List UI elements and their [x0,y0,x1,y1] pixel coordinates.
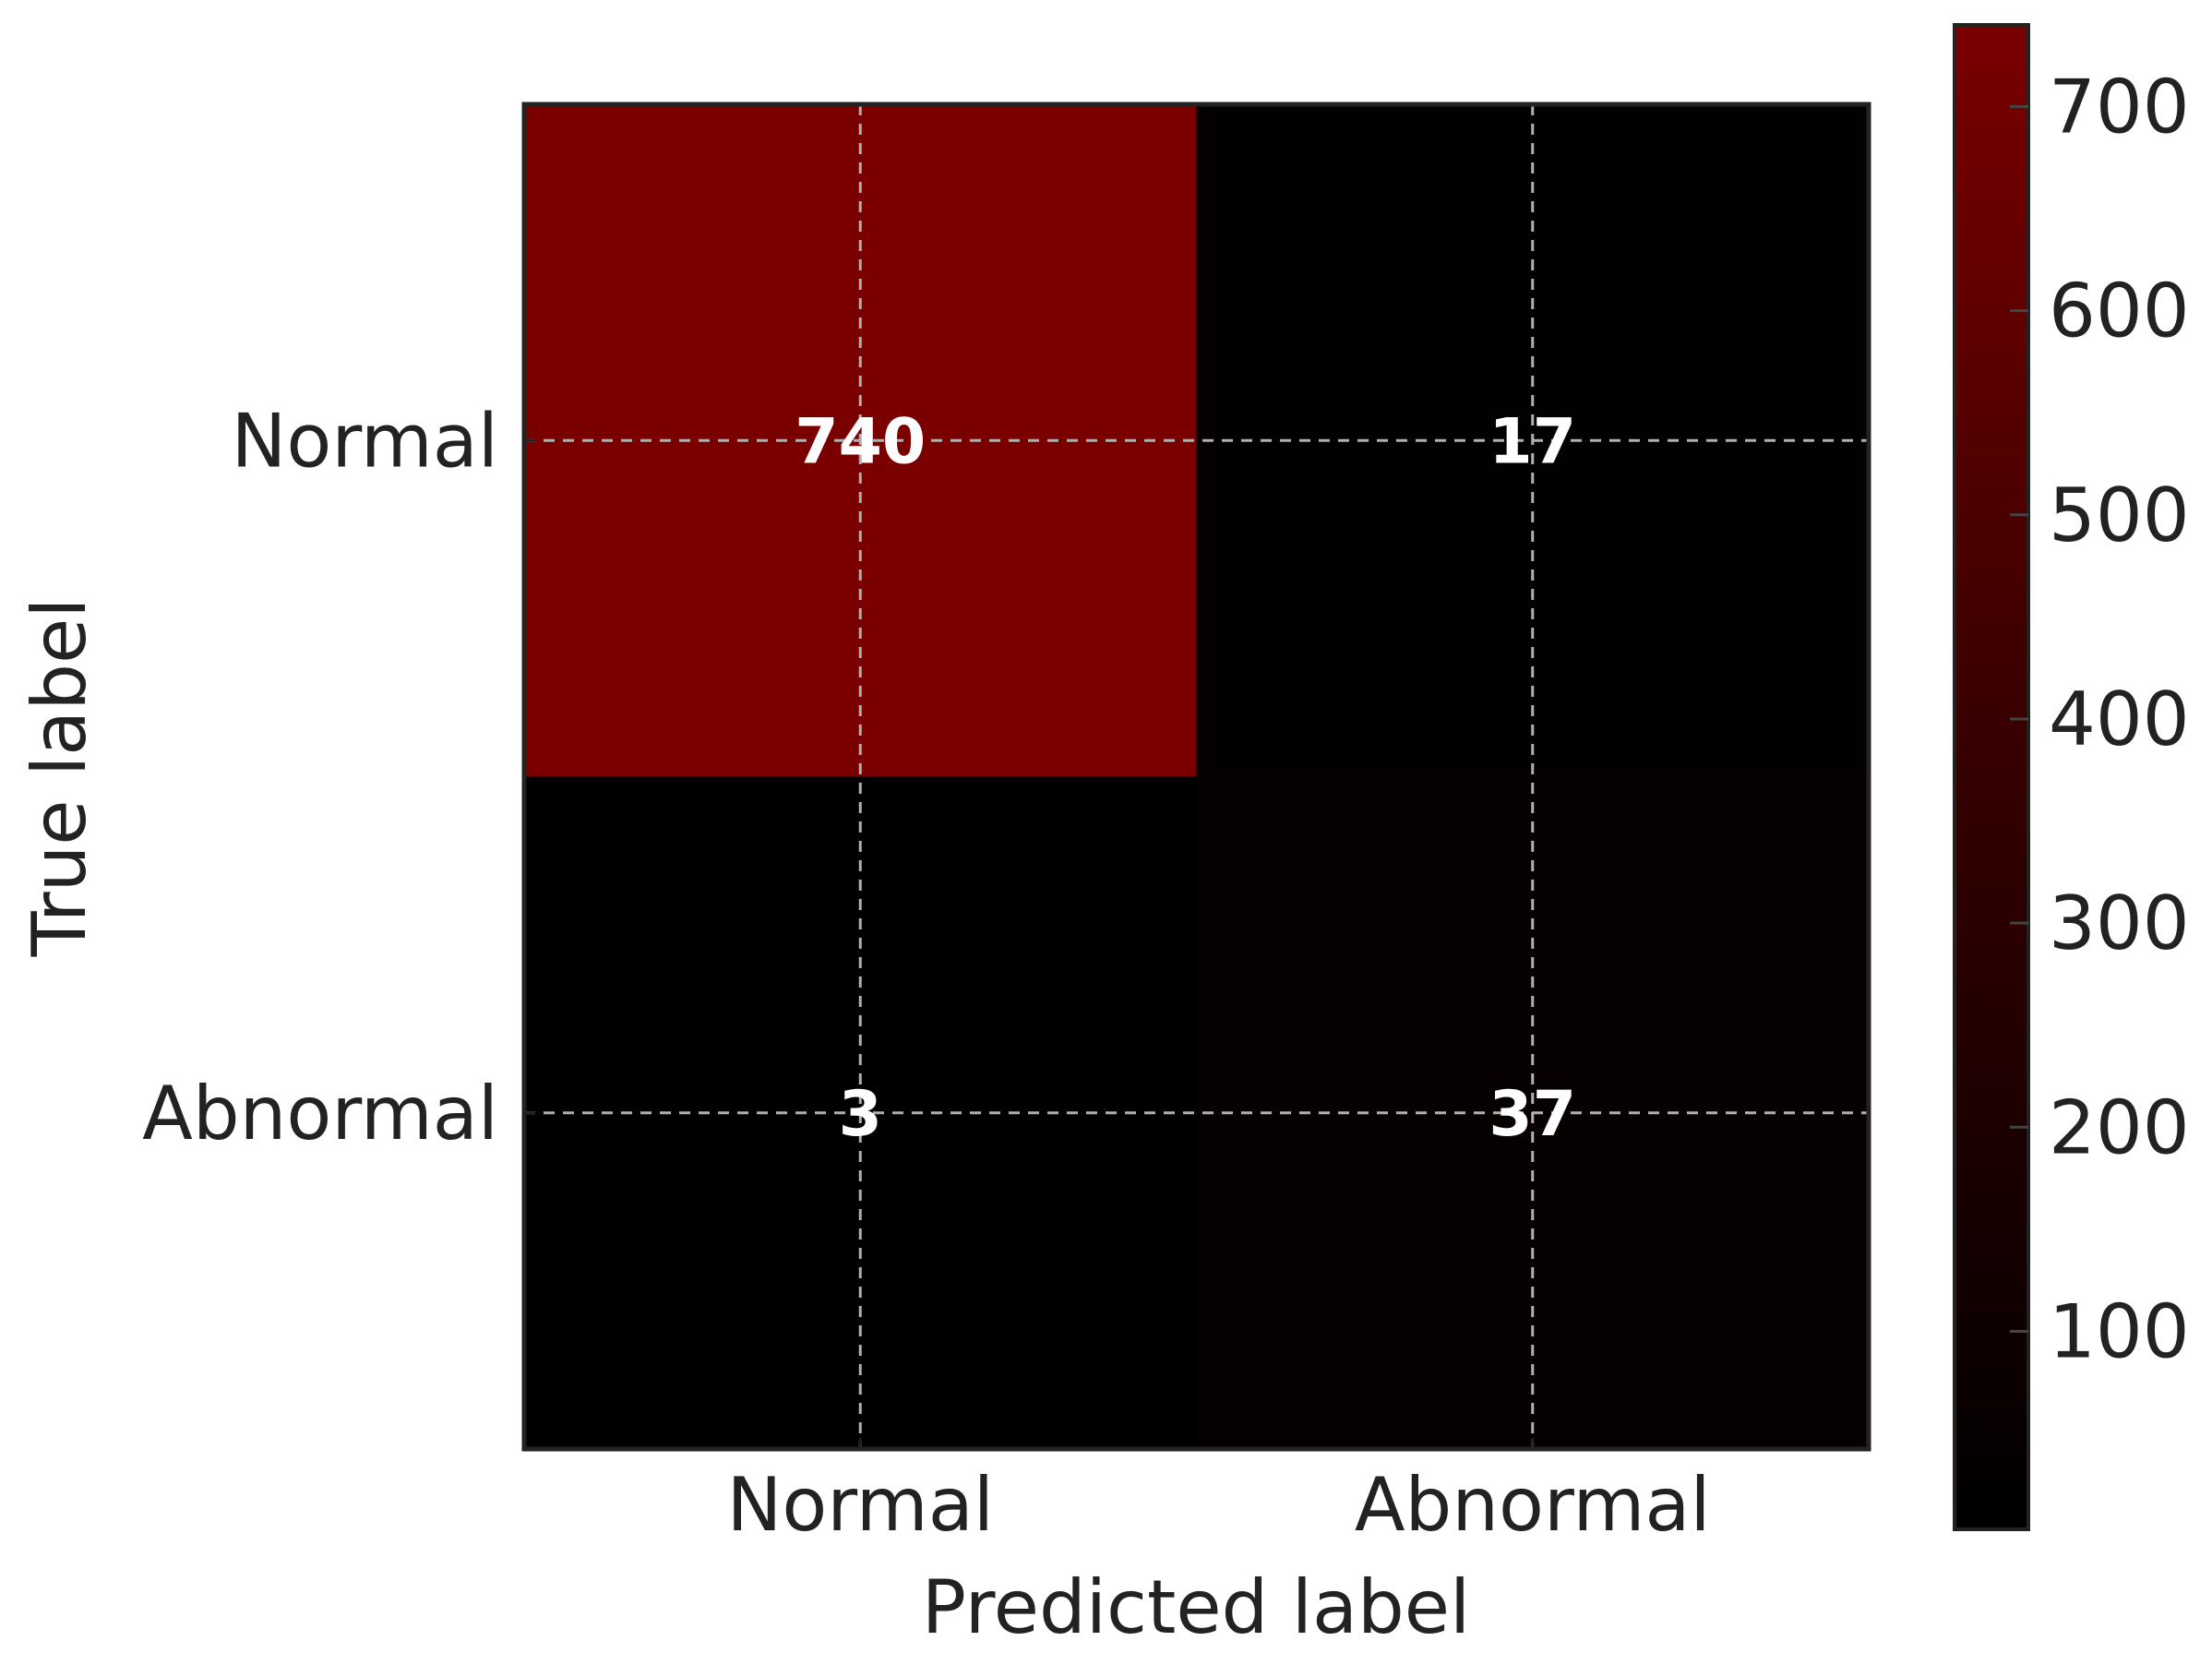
colorbar-tick-label-5: 600 [2049,269,2190,354]
cell-value-label-0-0: 740 [795,405,926,478]
colorbar-tick-label-1: 200 [2049,1084,2190,1170]
y-tick-label-0: Normal [232,398,498,484]
colorbar-ticks: 100 200 300 400 500 600 700 [2010,64,2190,1374]
colorbar-gradient [1953,23,2030,1531]
colorbar-tick-label-6: 700 [2049,64,2190,150]
plot-frame [521,102,1871,1452]
x-axis-ticks: Normal Abnormal [727,1438,1711,1548]
x-tick-label-1: Abnormal [1355,1462,1711,1548]
heatmap-cells [524,104,1870,1450]
y-axis-title: True label [17,598,102,958]
y-tick-label-1: Abnormal [142,1071,498,1156]
colorbar: 100 200 300 400 500 600 700 [1953,23,2190,1531]
cell-value-labels: 740 17 3 37 [795,405,1576,1151]
cell-value-label-1-1: 37 [1489,1078,1576,1151]
colorbar-tick-label-3: 400 [2049,677,2190,762]
x-tick-label-0: Normal [727,1462,994,1548]
cell-value-label-0-1: 17 [1489,405,1576,478]
x-axis-title: Predicted label [922,1564,1470,1650]
cell-value-label-1-0: 3 [839,1078,882,1151]
colorbar-tick-label-2: 300 [2049,880,2190,966]
colorbar-tick-label-4: 500 [2049,473,2190,558]
y-axis-ticks: Normal Abnormal [142,398,535,1156]
grid-lines [524,104,1869,1449]
colorbar-tick-label-0: 100 [2049,1288,2190,1374]
